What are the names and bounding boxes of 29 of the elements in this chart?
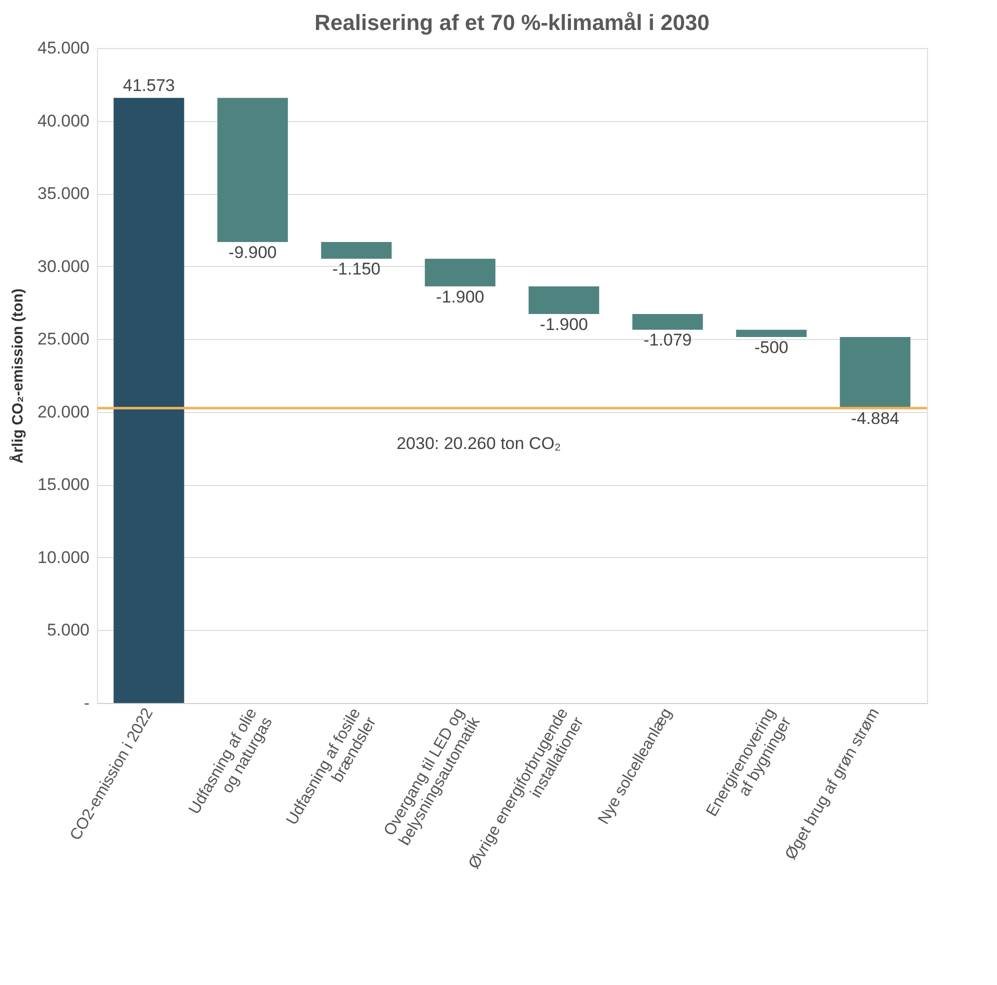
ref-line-label: 2030: 20.260 ton CO₂ (396, 434, 562, 454)
y-tick-label: 35.000 (38, 184, 90, 204)
bar (114, 98, 184, 703)
bar (217, 98, 288, 242)
data-label: -500 (754, 338, 788, 358)
y-tick-label: 20.000 (38, 402, 90, 422)
data-label: -9.900 (228, 242, 277, 262)
data-label: -4.884 (851, 409, 900, 428)
data-label: -1.900 (540, 315, 588, 334)
bar (840, 337, 910, 408)
y-tick-label: - (84, 694, 90, 712)
bar (424, 258, 496, 286)
y-tick-label: 15.000 (38, 475, 90, 494)
y-tick-label: 45.000 (38, 38, 90, 58)
y-tick-label: 30.000 (38, 256, 90, 276)
bar (632, 314, 703, 330)
data-label: 41.573 (122, 76, 175, 95)
data-label: -1.900 (436, 287, 484, 306)
y-tick-label: 10.000 (38, 548, 90, 567)
data-label: -1.079 (644, 330, 692, 350)
y-axis-title: Årlig CO₂-emission (ton) (8, 288, 27, 464)
y-tick-label: 25.000 (38, 330, 90, 349)
bar (321, 242, 392, 259)
y-tick-label: 5.000 (46, 620, 90, 640)
data-label: -1.150 (332, 260, 380, 279)
chart-title: Realisering af et 70 %-klimamål i 2030 (314, 10, 710, 35)
bar (528, 286, 600, 314)
bar (736, 330, 807, 338)
y-tick-label: 40.000 (38, 111, 90, 130)
